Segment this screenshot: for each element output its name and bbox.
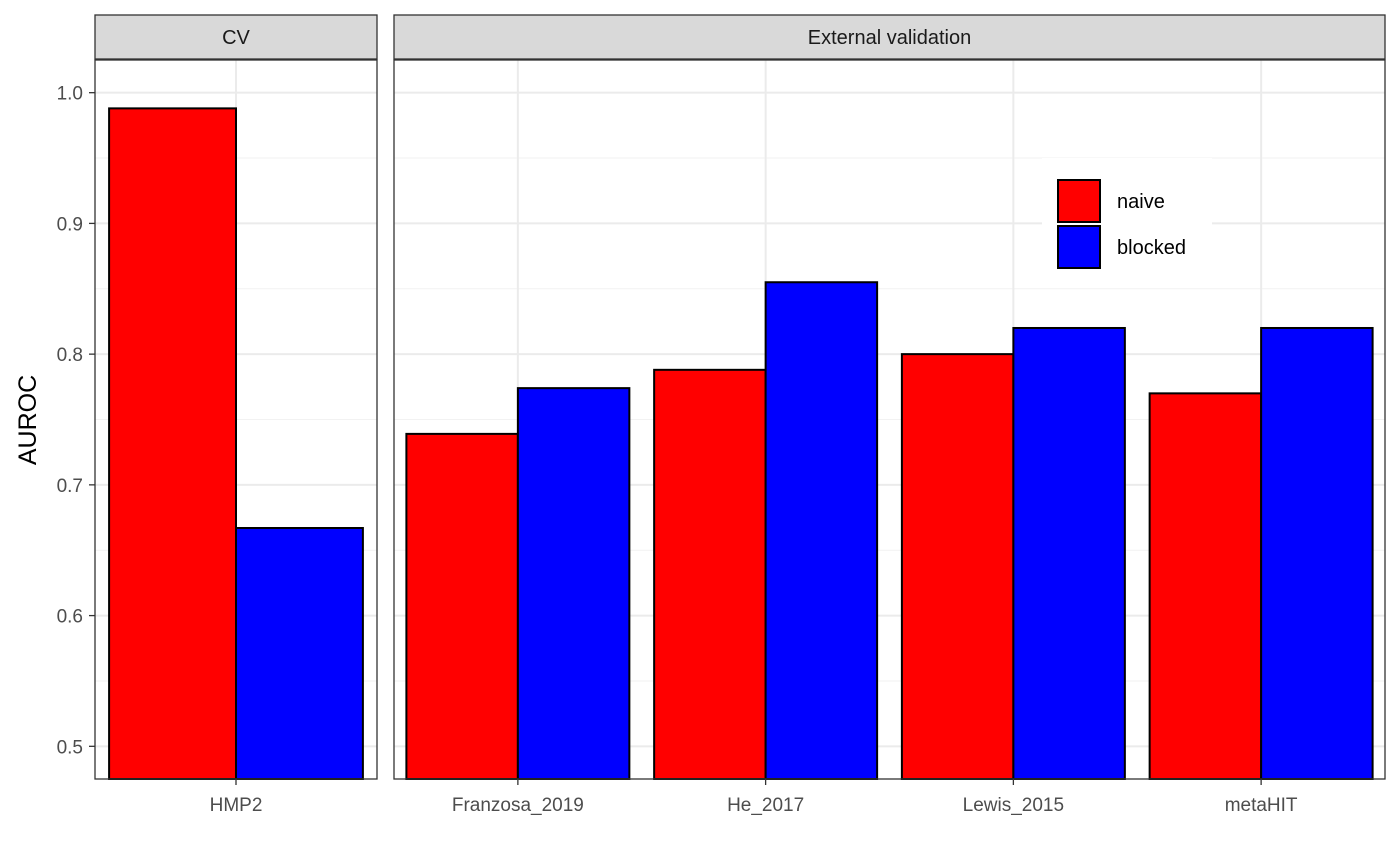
legend-label-blocked: blocked [1117,237,1186,259]
legend-label-naive: naive [1117,191,1165,213]
x-tick-label: Franzosa_2019 [452,795,584,816]
y-axis-title: AUROC [14,375,42,465]
bar-blocked-franzosa_2019 [516,387,631,780]
bar-naive-lewis_2015 [900,353,1015,780]
x-tick-label: He_2017 [727,795,804,816]
x-tick-label: metaHIT [1225,795,1298,816]
strip-label: CV [222,27,250,49]
bar-naive-he_2017 [653,368,767,780]
panel-1: External validation Franzosa_2019 He_2017 L… [393,14,1386,816]
legend-key-naive [1057,179,1101,223]
bar-naive-metahit [1148,392,1263,780]
strip-background [393,14,1386,60]
strip-background [94,14,378,60]
y-tick-label: 0.6 [57,607,83,628]
x-tick-label: Lewis_2015 [963,795,1064,816]
legend: naive blocked [1042,158,1212,282]
x-tick-label: HMP2 [210,795,263,816]
bar-blocked-hmp2 [235,527,364,781]
panel-border [393,59,1386,780]
panel-0: CV HMP2 0.5 0.6 0.7 0.8 0.9 1.0 [57,14,378,816]
panels-layer: CV HMP2 0.5 0.6 0.7 0.8 0.9 1.0 External validat… [57,14,1386,816]
strip-label: External validation [808,27,971,49]
legend-key-blocked [1057,225,1101,269]
y-tick-label: 0.8 [57,345,83,366]
bar-naive-franzosa_2019 [405,432,519,780]
bar-blocked-he_2017 [764,281,879,780]
bar-blocked-lewis_2015 [1012,326,1126,780]
bar-blocked-metahit [1260,326,1374,780]
bar-naive-hmp2 [108,107,237,781]
y-tick-label: 1.0 [57,84,83,105]
y-tick-label: 0.7 [57,476,83,497]
y-tick-label: 0.9 [57,214,83,235]
y-tick-label: 0.5 [57,737,83,758]
